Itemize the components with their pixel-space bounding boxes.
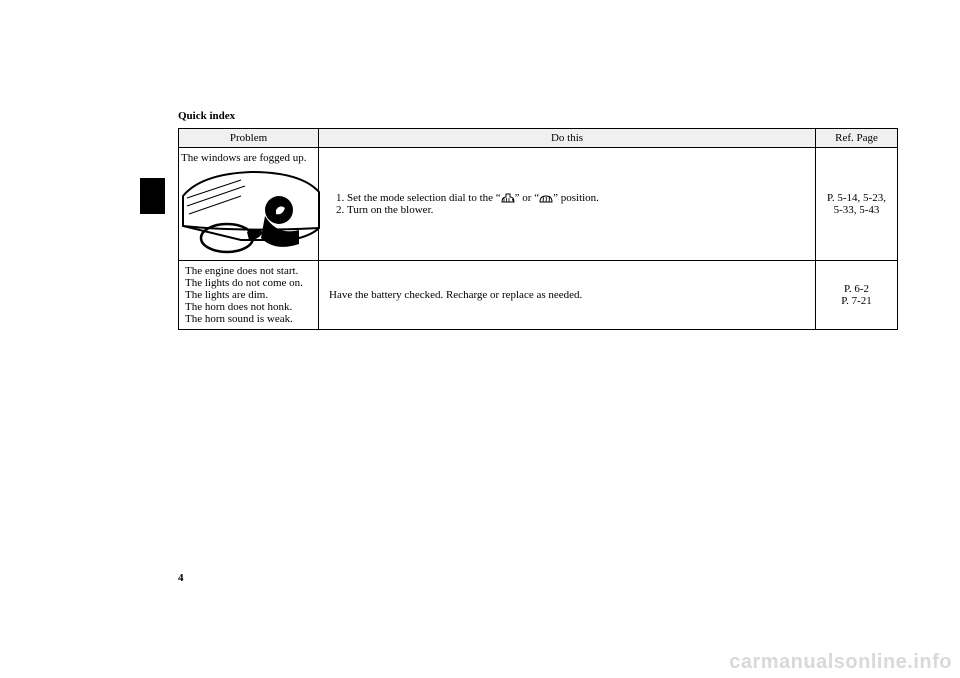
step-text: ” position. xyxy=(553,192,599,204)
col-header-problem: Problem xyxy=(179,129,319,148)
ref-page-text: 5-33, 5-43 xyxy=(820,204,893,216)
page-number: 4 xyxy=(178,572,184,584)
problem-text: The horn does not honk. xyxy=(185,301,312,313)
step-item: Set the mode selection dial to the “ ” or… xyxy=(347,192,805,204)
problem-text: The lights are dim. xyxy=(185,289,312,301)
table-header-row: Problem Do this Ref. Page xyxy=(179,129,898,148)
do-this-cell: Have the battery checked. Recharge or re… xyxy=(319,261,816,330)
do-this-cell: Set the mode selection dial to the “ ” or… xyxy=(319,148,816,261)
col-header-ref-page: Ref. Page xyxy=(816,129,898,148)
problem-cell: The engine does not start. The lights do… xyxy=(179,261,319,330)
section-tab xyxy=(140,178,165,214)
do-this-steps: Set the mode selection dial to the “ ” or… xyxy=(329,192,805,216)
fogged-window-illustration xyxy=(181,166,321,256)
problem-text: The horn sound is weak. xyxy=(185,313,312,325)
problem-text: The windows are fogged up. xyxy=(181,152,316,164)
ref-page-text: P. 7-21 xyxy=(820,295,893,307)
ref-page-cell: P. 6-2 P. 7-21 xyxy=(816,261,898,330)
defrost-icon xyxy=(539,193,553,203)
col-header-do-this: Do this xyxy=(319,129,816,148)
ref-page-text: P. 6-2 xyxy=(820,283,893,295)
ref-page-cell: P. 5-14, 5-23, 5-33, 5-43 xyxy=(816,148,898,261)
ref-page-text: P. 5-14, 5-23, xyxy=(820,192,893,204)
page-content: Quick index Problem Do this Ref. Page Th… xyxy=(178,110,898,330)
step-text: Set the mode selection dial to the “ xyxy=(347,192,501,204)
quick-index-table: Problem Do this Ref. Page The windows ar… xyxy=(178,128,898,330)
do-this-text: Have the battery checked. Recharge or re… xyxy=(329,289,582,301)
step-text: ” or “ xyxy=(515,192,539,204)
step-item: Turn on the blower. xyxy=(347,204,805,216)
problem-text: The engine does not start. xyxy=(185,265,312,277)
step-text: Turn on the blower. xyxy=(347,204,433,216)
table-row: The engine does not start. The lights do… xyxy=(179,261,898,330)
table-row: The windows are fogged up. xyxy=(179,148,898,261)
section-title: Quick index xyxy=(178,110,898,122)
watermark-text: carmanualsonline.info xyxy=(729,651,952,674)
problem-cell: The windows are fogged up. xyxy=(179,148,319,261)
problem-text: The lights do not come on. xyxy=(185,277,312,289)
defrost-foot-icon xyxy=(501,193,515,203)
